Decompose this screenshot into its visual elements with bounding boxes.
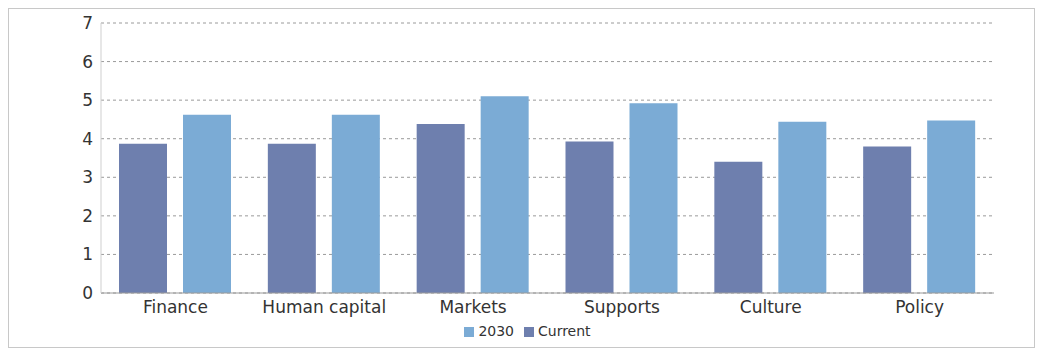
svg-text:Markets: Markets [439,297,506,317]
html-text:Current: Current [538,323,591,339]
svg-text:Policy: Policy [895,297,944,317]
svg-text:5: 5 [82,90,93,110]
svg-text:Finance: Finance [143,297,208,317]
svg-text:Supports: Supports [584,297,660,317]
svg-text:7: 7 [82,13,93,33]
svg-text:Human capital: Human capital [262,297,386,317]
html-text:2030: 2030 [478,323,514,339]
svg-text:2: 2 [82,206,93,226]
svg-text:1: 1 [82,244,93,264]
svg-text:6: 6 [82,52,93,72]
svg-text:4: 4 [82,129,93,149]
svg-text:3: 3 [82,167,93,187]
svg-text:0: 0 [82,283,93,303]
svg-text:Culture: Culture [740,297,802,317]
